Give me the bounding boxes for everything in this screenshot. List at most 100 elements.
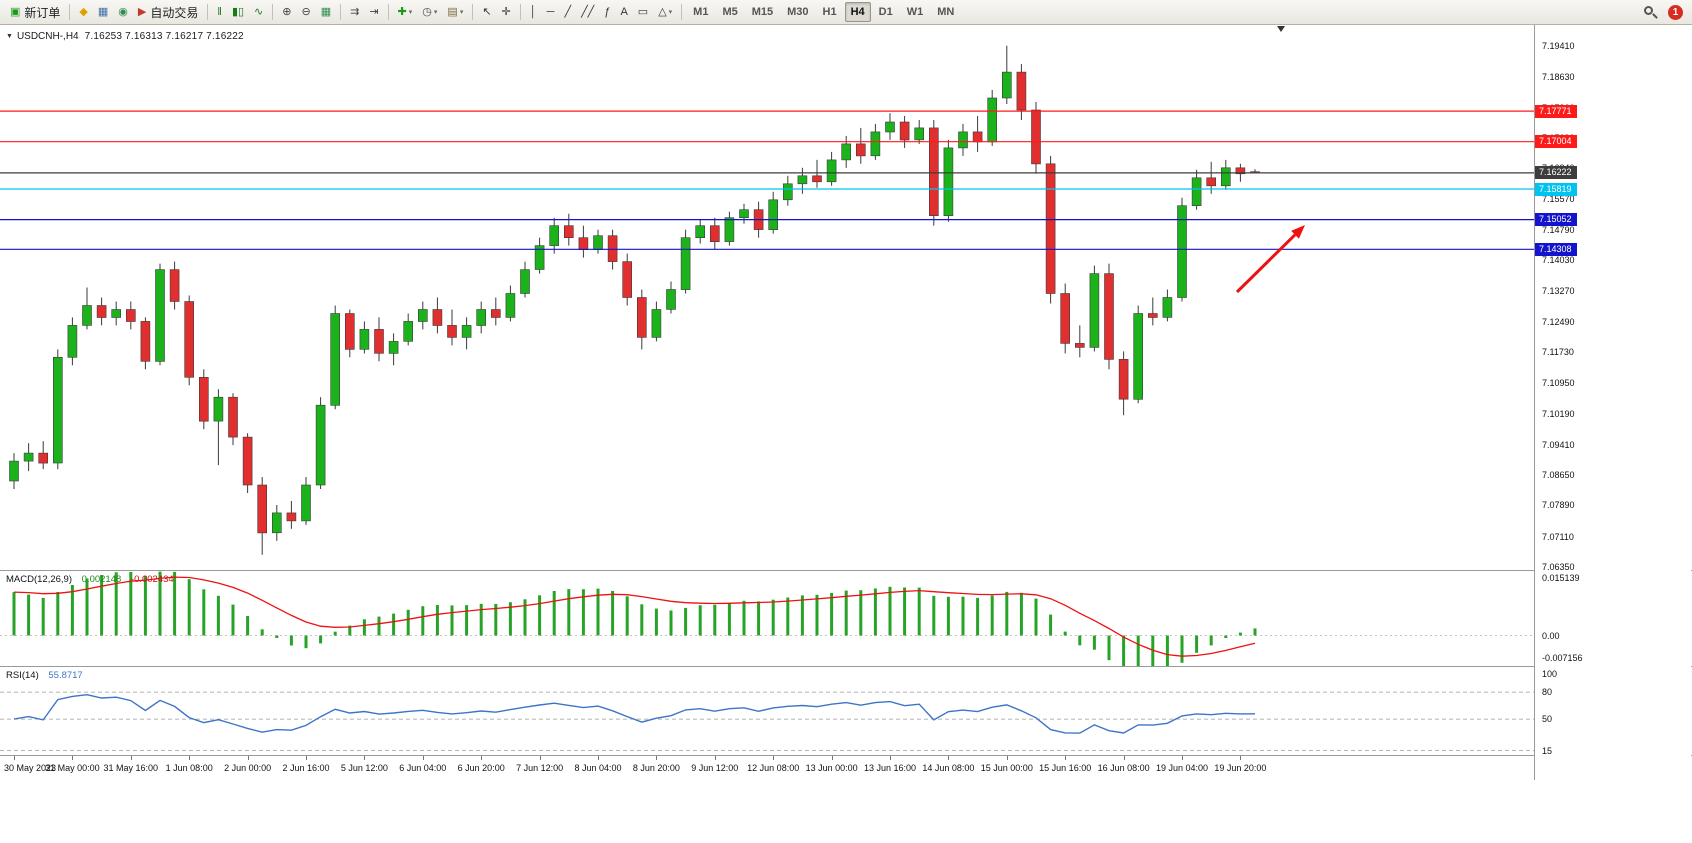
vertical-line-tool-icon: │ [529,5,537,18]
candle-body [812,175,822,183]
macd-signal-line [13,576,1256,657]
rsi-panel[interactable] [0,667,1534,755]
price-level-badge: 7.16222 [1535,166,1577,180]
chart-shift-button[interactable]: ⇥ [365,2,382,22]
price-axis[interactable]: 7.194107.186307.178607.170907.163407.155… [1534,25,1691,780]
panel-separator[interactable] [0,570,1692,571]
one-click-trading-arrow-icon[interactable]: ▼ [6,33,13,40]
data-window-button[interactable]: ▦ [94,2,112,22]
toolbar-right: 1 [1642,4,1687,20]
indicators-button[interactable]: ✚ ▾ [394,2,417,22]
timeframe-h1-button[interactable]: H1 [822,6,837,18]
candle-body [315,404,326,486]
periods-button[interactable]: ◷ ▾ [418,2,441,22]
candle-body [388,341,399,354]
macd-panel[interactable] [0,571,1534,666]
timeframe-m30-button[interactable]: M30 [787,6,809,18]
fibonacci-tool-button[interactable]: ƒ [600,2,614,22]
candle-body [1177,205,1187,298]
search-lens [1644,6,1653,15]
time-axis-label: 14 Jun 08:00 [922,763,975,773]
time-axis-label: 19 Jun 20:00 [1214,763,1267,773]
channel-tool-button[interactable]: ╱╱ [577,2,598,22]
market-watch-button[interactable]: ◆ [75,2,91,22]
notification-badge[interactable]: 1 [1668,4,1683,20]
zoom-out-button[interactable]: ⊖ [297,2,314,22]
rsi-name: RSI(14) [6,670,39,681]
new-order-button[interactable]: ▣ 新订单 [6,2,64,22]
time-axis-tick [714,756,716,760]
time-axis[interactable]: 30 May 2023 31 May 00:00 31 May 16:00 1 Jun… [0,756,1692,780]
periods-dropdown-icon[interactable]: ▾ [433,9,438,16]
candle-body [1162,297,1173,318]
candle-body [111,309,121,318]
time-axis-label: 13 Jun 16:00 [863,763,917,773]
navigator-button[interactable]: ◉ [114,2,132,22]
candle-body [768,199,779,231]
tile-windows-button[interactable]: ▦ [317,2,335,22]
templates-dropdown-icon[interactable]: ▾ [459,9,464,16]
candle-body [520,269,530,294]
templates-button[interactable]: ▤ ▾ [443,2,467,22]
price-axis-label: 7.07110 [1542,531,1574,542]
candle-body [9,460,19,482]
trend-arrow-head[interactable] [1291,225,1305,239]
shapes-tool-dropdown-icon[interactable]: ▾ [668,9,673,16]
navigator-icon: ◉ [118,5,128,18]
line-chart-button[interactable]: ∿ [250,2,267,22]
main-chart[interactable] [0,25,1534,570]
candle-body [82,305,92,326]
auto-trading-button[interactable]: ▶ 自动交易 [134,2,202,22]
label-tool-button[interactable]: ▭ [634,2,652,22]
trend-arrow-line[interactable] [1235,233,1297,294]
macd-axis-label: 0.015139 [1542,573,1580,583]
timeframe-h4-button[interactable]: H4 [844,2,871,22]
time-axis-label: 19 Jun 04:00 [1155,763,1209,773]
timeframe-m5-button[interactable]: M5 [722,6,738,18]
vertical-line-tool-button[interactable]: │ [526,2,541,22]
timeframe-m1-button[interactable]: M1 [693,6,709,18]
trendline-tool-icon: ╱ [564,5,572,18]
main-toolbar: ▣ 新订单 ◆ ▦ ◉ ▶ 自动交易 ‖ ▮▯ ∿ ⊕ ⊖ ▦ ⇉ ⇥ ✚ ▾ ◷ ▾ ▤ ▾ ↖ ✛ │ ─ ╱ ╱╱ ƒ A ▭ △ ▾ M… [0,0,1692,25]
macd-signal-value: -0.002434 [130,574,174,585]
cursor-button[interactable]: ↖ [478,2,495,22]
timeframe-d1-button[interactable]: D1 [878,6,893,18]
search-icon[interactable] [1642,4,1658,20]
candle-body [549,225,560,246]
price-axis-label: 7.06350 [1542,561,1575,572]
price-axis-label: 7.14790 [1542,225,1575,236]
candle-body [213,396,224,422]
candle-body [359,329,370,350]
time-axis-tick [1182,756,1183,760]
bar-chart-button[interactable]: ‖ [213,2,226,22]
indicators-dropdown-icon[interactable]: ▾ [408,9,413,16]
price-level-badge: 7.17004 [1535,135,1577,149]
trendline-tool-button[interactable]: ╱ [560,2,575,22]
auto-scroll-button[interactable]: ⇉ [346,2,363,22]
candlestick-chart-button[interactable]: ▮▯ [228,2,248,22]
time-axis-label: 6 Jun 20:00 [457,763,505,773]
candle-body [622,261,633,298]
timeframe-w1-button[interactable]: W1 [906,6,924,18]
zoom-out-icon: ⊖ [301,5,311,18]
shapes-tool-button[interactable]: △ ▾ [654,2,676,22]
panel-separator[interactable] [0,755,1692,756]
toolbar-separator [272,4,274,20]
candle-body [666,289,676,310]
text-tool-button[interactable]: A [616,2,631,22]
timeframe-m15-button[interactable]: M15 [751,6,774,18]
time-axis-label: 31 May 00:00 [45,763,100,773]
candle-body [695,225,706,238]
new-order-icon: ▣ [10,5,21,18]
crosshair-button[interactable]: ✛ [498,2,515,22]
price-axis-label: 7.10190 [1542,408,1575,419]
horizontal-line-tool-button[interactable]: ─ [543,2,559,22]
time-axis-tick [422,756,424,760]
price-axis-label: 7.12490 [1542,316,1575,327]
zoom-in-button[interactable]: ⊕ [278,2,295,22]
candle-body [1191,177,1202,207]
panel-separator[interactable] [0,666,1692,667]
price-axis-label: 7.07890 [1542,500,1575,511]
chart-shift-marker-icon[interactable] [1277,26,1285,32]
timeframe-mn-button[interactable]: MN [937,6,955,18]
